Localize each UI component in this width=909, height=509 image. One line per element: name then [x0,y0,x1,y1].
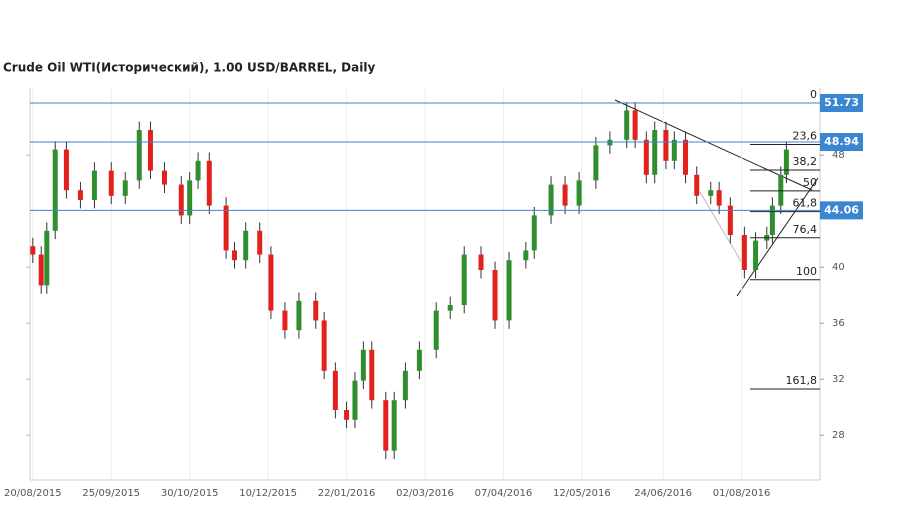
candle-body [416,349,422,371]
candle-body [593,145,599,181]
candle-body [136,130,142,181]
fib-label: 76,4 [793,223,818,236]
candle-body [232,250,238,261]
candle-body [624,110,630,140]
candle-body [352,380,358,420]
candle-body [369,349,375,401]
candle-body [91,170,97,200]
candle-body [652,130,658,175]
x-tick-label: 10/12/2015 [239,488,297,499]
candle-body [576,180,582,206]
price-badge-label: 48.94 [824,135,859,148]
fib-label: 38,2 [793,155,818,168]
candle-body [778,174,784,206]
candle-body [313,300,319,321]
candle-body [63,149,69,191]
candle-body [402,370,408,401]
x-tick-label: 01/08/2016 [713,488,771,499]
candle-body [478,254,484,270]
price-badge [820,133,863,152]
y-tick-label: 28 [832,430,845,441]
candle-body [243,230,249,261]
candle-body [360,349,366,381]
candle-body [769,205,775,235]
x-tick-label: 22/01/2016 [318,488,376,499]
candle-body [77,190,83,200]
fib-label: 0 [810,88,817,101]
candle-body [492,270,498,321]
x-tick-label: 20/08/2015 [4,488,62,499]
x-tick-label: 02/03/2016 [396,488,454,499]
y-tick-label: 48 [832,150,845,161]
candle-body [562,184,568,206]
candle-body [708,190,714,196]
candle-body [663,130,669,161]
price-badge-label: 51.73 [824,96,859,109]
candle-body [321,320,327,371]
candle-body [187,180,193,216]
trend-line [699,191,746,269]
candle-body [332,370,338,410]
candle-body [461,254,467,305]
candle-body [716,190,722,206]
candle-body [44,230,50,286]
candle-body [727,205,733,235]
candle-body [282,310,288,331]
candle-body [30,246,36,255]
candle-body [671,139,677,161]
x-tick-label: 24/06/2016 [634,488,692,499]
fib-label: 50 [803,176,817,189]
candle-body [38,254,44,286]
price-badge-label: 44.06 [824,203,859,216]
candle-body [683,139,689,175]
fib-label: 61,8 [793,197,818,210]
candle-body [223,205,229,251]
candle-body [506,260,512,321]
candle-body [433,310,439,350]
fib-label: 100 [796,265,817,278]
candle-body [122,180,128,196]
candle-body [344,410,350,420]
fib-label: 23,6 [793,130,818,143]
candle-body [206,160,212,206]
price-badge [820,201,863,220]
candle-body [643,139,649,175]
x-tick-label: 07/04/2016 [475,488,533,499]
candle-body [753,240,759,270]
y-tick-label: 40 [832,262,845,273]
x-tick-label: 30/10/2015 [161,488,219,499]
y-tick-label: 32 [832,374,845,385]
candle-body [268,254,274,311]
candle-body [548,184,554,216]
x-tick-label: 12/05/2016 [553,488,611,499]
candle-body [178,184,184,216]
price-badge [820,93,863,112]
candle-body [523,250,529,261]
candle-body [694,174,700,196]
chart-title: Crude Oil WTI(Исторический), 1.00 USD/BA… [3,61,375,75]
candle-body [383,400,389,451]
candle-body [195,160,201,181]
trend-line [736,177,819,297]
candle-body [783,149,789,175]
candle-body [147,130,153,171]
candle-body [632,110,638,140]
candle-body [391,400,397,451]
candle-body [741,235,747,270]
candle-body [108,170,114,196]
candle-body [531,215,537,251]
y-tick-label: 36 [832,318,845,329]
candle-body [257,230,263,255]
candle-body [296,300,302,331]
candle-body [52,149,58,231]
candle-body [607,139,613,146]
x-tick-label: 25/09/2015 [82,488,140,499]
candle-body [447,305,453,311]
fib-label: 161,8 [786,374,818,387]
candle-body [161,170,167,185]
